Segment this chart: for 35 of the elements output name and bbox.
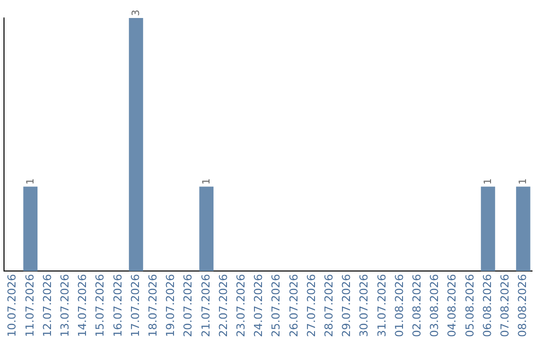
x-tick-label: 23.07.2026 (234, 274, 248, 338)
x-tick-label: 19.07.2026 (164, 274, 178, 338)
x-tick-label: 18.07.2026 (146, 274, 160, 338)
data-label: 1 (518, 178, 530, 185)
x-tick-label: 27.07.2026 (304, 274, 318, 338)
data-label: 1 (483, 178, 494, 185)
x-tick-label: 14.07.2026 (76, 274, 90, 338)
data-label: 1 (201, 178, 212, 185)
x-tick-label: 11.07.2026 (23, 274, 36, 338)
data-label: 3 (131, 10, 142, 16)
x-tick-label: 26.07.2026 (287, 274, 300, 338)
x-tick-label: 06.08.2026 (480, 274, 494, 338)
x-tick-label: 24.07.2026 (252, 274, 266, 338)
x-tick-label: 29.07.2026 (340, 274, 354, 338)
x-tick-label: 31.07.2026 (375, 274, 388, 338)
x-tick-label: 12.07.2026 (40, 274, 54, 338)
data-label: 1 (25, 178, 36, 185)
x-tick-label: 21.07.2026 (199, 274, 212, 338)
x-tick-label: 01.08.2026 (392, 274, 406, 338)
x-tick-label: 13.07.2026 (58, 274, 72, 338)
x-tick-label: 25.07.2026 (270, 274, 283, 338)
x-tick-label: 02.08.2026 (410, 274, 424, 338)
x-tick-label: 16.07.2026 (111, 274, 124, 338)
x-tick-label: 07.08.2026 (498, 274, 512, 338)
x-tick-label: 05.08.2026 (463, 274, 476, 338)
x-tick-label: 08.08.2026 (516, 274, 530, 338)
x-tick-label: 15.07.2026 (94, 274, 107, 338)
x-tick-label: 20.07.2026 (182, 274, 195, 338)
x-tick-label: 03.08.2026 (428, 274, 442, 338)
x-tick-label: 04.08.2026 (446, 274, 459, 338)
x-tick-label: 10.07.2026 (6, 274, 19, 338)
x-tick-label: 30.07.2026 (358, 274, 371, 338)
x-tick-label: 22.07.2026 (216, 274, 230, 338)
x-tick-label: 17.07.2026 (128, 274, 142, 338)
x-tick-label: 28.07.2026 (322, 274, 336, 338)
